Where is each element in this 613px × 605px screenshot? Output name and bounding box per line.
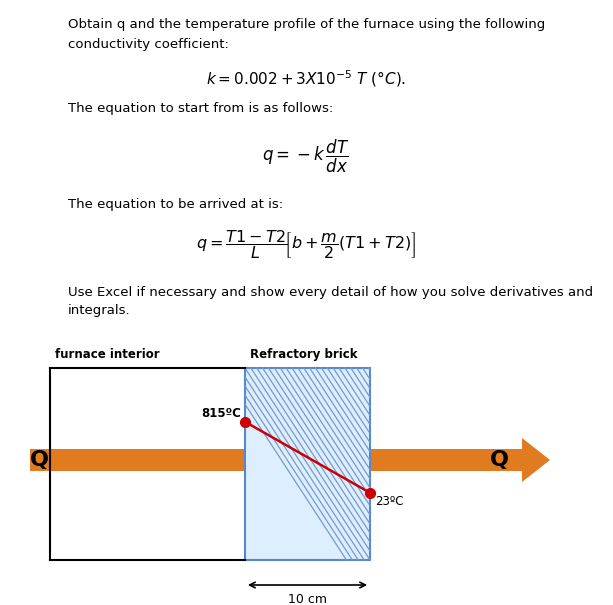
Text: 815ºC: 815ºC bbox=[201, 407, 241, 420]
Text: Q: Q bbox=[30, 450, 49, 470]
Text: $k = 0.002 + 3X10^{-5}\ T\ (°C).$: $k = 0.002 + 3X10^{-5}\ T\ (°C).$ bbox=[206, 68, 406, 89]
Bar bbox=[245, 368, 370, 560]
Text: The equation to start from is as follows:: The equation to start from is as follows… bbox=[68, 102, 333, 115]
Text: The equation to be arrived at is:: The equation to be arrived at is: bbox=[68, 198, 283, 211]
Text: $q = -k\,\dfrac{dT}{dx}$: $q = -k\,\dfrac{dT}{dx}$ bbox=[262, 138, 350, 175]
Text: 23ºC: 23ºC bbox=[375, 495, 403, 508]
Text: Use Excel if necessary and show every detail of how you solve derivatives and: Use Excel if necessary and show every de… bbox=[68, 286, 593, 299]
Text: integrals.: integrals. bbox=[68, 304, 131, 317]
Bar bbox=[30, 449, 530, 471]
Text: conductivity coefficient:: conductivity coefficient: bbox=[68, 38, 229, 51]
Text: Refractory brick: Refractory brick bbox=[250, 348, 357, 361]
Text: Obtain q and the temperature profile of the furnace using the following: Obtain q and the temperature profile of … bbox=[68, 18, 545, 31]
Text: furnace interior: furnace interior bbox=[55, 348, 159, 361]
Text: $q = \dfrac{T1-T2}{L}\!\left[b + \dfrac{m}{2}(T1+T2)\right]$: $q = \dfrac{T1-T2}{L}\!\left[b + \dfrac{… bbox=[196, 228, 416, 261]
Text: Q: Q bbox=[490, 450, 509, 470]
Text: 10 cm: 10 cm bbox=[288, 593, 327, 605]
Polygon shape bbox=[522, 438, 550, 482]
